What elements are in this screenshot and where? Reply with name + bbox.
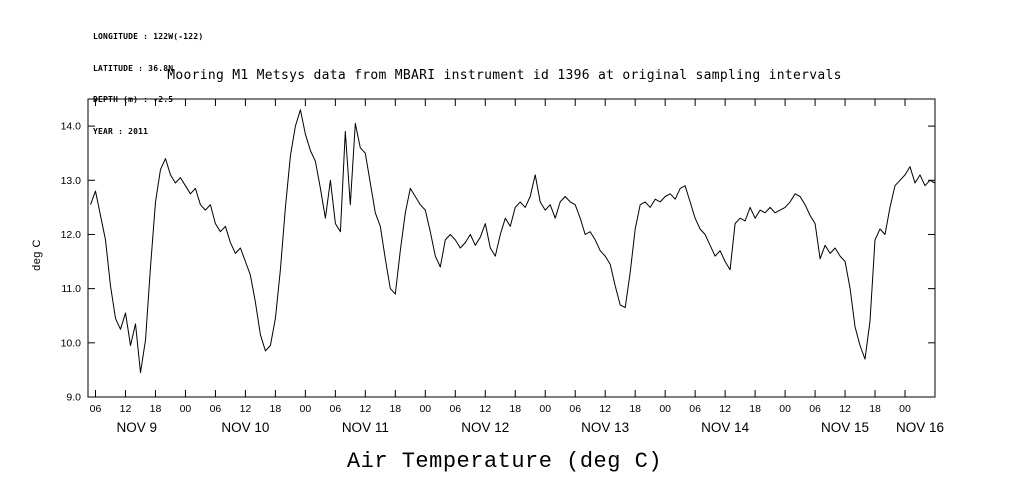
x-tick-label: 18 bbox=[509, 403, 521, 415]
x-tick-label: 00 bbox=[779, 403, 791, 415]
x-tick-label: 06 bbox=[569, 403, 581, 415]
y-tick-label: 13.0 bbox=[61, 175, 82, 187]
day-label: NOV 15 bbox=[821, 420, 869, 435]
day-label: NOV 12 bbox=[461, 420, 509, 435]
x-tick-label: 06 bbox=[210, 403, 222, 415]
day-label: NOV 16 bbox=[896, 420, 944, 435]
x-tick-label: 00 bbox=[899, 403, 911, 415]
x-tick-label: 12 bbox=[120, 403, 132, 415]
y-tick-label: 11.0 bbox=[61, 283, 81, 295]
x-tick-label: 00 bbox=[300, 403, 312, 415]
x-tick-label: 18 bbox=[389, 403, 401, 415]
day-label: NOV 9 bbox=[116, 420, 157, 435]
x-tick-label: 12 bbox=[359, 403, 371, 415]
y-tick-label: 12.0 bbox=[61, 229, 82, 241]
day-label: NOV 13 bbox=[581, 420, 629, 435]
chart-title: Mooring M1 Metsys data from MBARI instru… bbox=[167, 68, 842, 83]
x-tick-label: 12 bbox=[719, 403, 731, 415]
temperature-line bbox=[90, 109, 936, 374]
x-axis-title: Air Temperature (deg C) bbox=[346, 449, 663, 474]
x-tick-label: 18 bbox=[749, 403, 761, 415]
x-tick-label: 00 bbox=[659, 403, 671, 415]
x-tick-label: 12 bbox=[240, 403, 252, 415]
x-tick-label: 06 bbox=[90, 403, 102, 415]
day-label: NOV 10 bbox=[221, 420, 269, 435]
meta-longitude: LONGITUDE : 122W(-122) bbox=[93, 32, 204, 41]
plot-frame bbox=[87, 98, 936, 398]
x-tick-label: 06 bbox=[449, 403, 461, 415]
x-tick-label: 00 bbox=[539, 403, 551, 415]
x-tick-label: 06 bbox=[689, 403, 701, 415]
day-label: NOV 14 bbox=[701, 420, 750, 435]
x-tick-label: 06 bbox=[809, 403, 821, 415]
x-tick-label: 18 bbox=[869, 403, 881, 415]
x-tick-label: 12 bbox=[479, 403, 491, 415]
day-label: NOV 11 bbox=[342, 420, 389, 435]
x-tick-label: 18 bbox=[270, 403, 282, 415]
x-tick-label: 00 bbox=[180, 403, 192, 415]
x-tick-label: 12 bbox=[839, 403, 851, 415]
x-tick-label: 12 bbox=[599, 403, 611, 415]
y-tick-label: 10.0 bbox=[61, 337, 82, 349]
x-tick-label: 18 bbox=[629, 403, 641, 415]
x-tick-label: 00 bbox=[419, 403, 431, 415]
y-tick-label: 14.0 bbox=[61, 121, 82, 133]
meta-latitude: LATITUDE : 36.8N bbox=[93, 63, 174, 73]
y-tick-label: 9.0 bbox=[66, 392, 81, 404]
meta-year: YEAR : 2011 bbox=[93, 126, 149, 136]
x-tick-label: 06 bbox=[330, 403, 342, 415]
x-tick-label: 18 bbox=[150, 403, 162, 415]
